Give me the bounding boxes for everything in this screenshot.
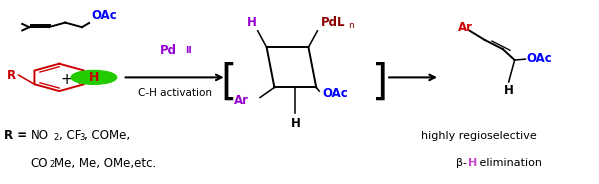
Text: R: R bbox=[7, 69, 16, 82]
Text: β-: β- bbox=[456, 158, 467, 168]
Text: OAc: OAc bbox=[527, 52, 552, 65]
Text: H: H bbox=[504, 84, 513, 97]
Text: Pd: Pd bbox=[160, 44, 177, 57]
Text: Ar: Ar bbox=[234, 94, 249, 107]
Text: NO: NO bbox=[31, 129, 49, 142]
Text: n: n bbox=[349, 21, 354, 30]
Text: +: + bbox=[60, 72, 72, 87]
Text: highly regioselective: highly regioselective bbox=[421, 131, 537, 141]
Text: [: [ bbox=[221, 62, 237, 104]
Text: H: H bbox=[291, 117, 300, 130]
Text: CO: CO bbox=[31, 157, 48, 170]
Text: elimination: elimination bbox=[476, 158, 542, 168]
Text: H: H bbox=[468, 158, 477, 168]
Text: , COMe,: , COMe, bbox=[84, 129, 130, 142]
Text: 3: 3 bbox=[79, 133, 84, 142]
Text: ]: ] bbox=[372, 62, 388, 104]
Circle shape bbox=[71, 70, 117, 84]
Text: C-H activation: C-H activation bbox=[138, 88, 211, 98]
Text: PdL: PdL bbox=[320, 16, 345, 29]
Text: Me, Me, OMe,etc.: Me, Me, OMe,etc. bbox=[55, 157, 157, 170]
Text: OAc: OAc bbox=[91, 9, 117, 22]
Text: H: H bbox=[89, 71, 99, 84]
Text: II: II bbox=[185, 46, 192, 55]
Text: H: H bbox=[247, 16, 256, 29]
Text: 2: 2 bbox=[54, 133, 59, 142]
Text: R =: R = bbox=[4, 129, 31, 142]
Text: OAc: OAc bbox=[322, 87, 348, 100]
Text: 2: 2 bbox=[50, 160, 55, 169]
Text: , CF: , CF bbox=[59, 129, 81, 142]
Text: Ar: Ar bbox=[458, 21, 473, 34]
